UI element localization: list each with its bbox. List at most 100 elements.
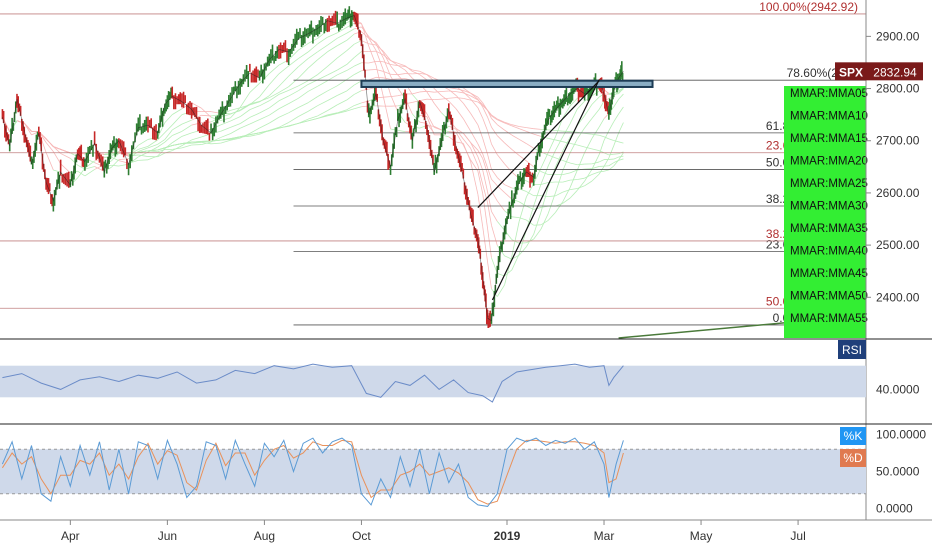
- ma-line: [618, 106, 624, 115]
- ma-line: [470, 161, 479, 195]
- ma-line: [455, 91, 464, 94]
- ma-line: [608, 121, 615, 131]
- ma-line: [164, 135, 173, 143]
- ma-line: [383, 61, 391, 65]
- ma-line: [288, 116, 299, 123]
- ma-line: [540, 165, 549, 185]
- ma-line: [526, 127, 534, 130]
- ma-line: [317, 110, 328, 117]
- ma-line: [259, 84, 270, 98]
- ma-line: [577, 180, 585, 191]
- ma-line: [249, 83, 260, 93]
- x-tick-label: Jun: [158, 529, 177, 543]
- ma-line: [307, 74, 318, 82]
- ma-line: [482, 105, 488, 111]
- ma-line: [317, 36, 328, 45]
- ma-line: [562, 105, 571, 119]
- ma-line: [497, 119, 505, 124]
- ma-line: [259, 107, 270, 114]
- ma-label: MMAR:MMA50: [790, 291, 868, 303]
- ma-line: [361, 23, 370, 39]
- ma-line: [269, 108, 280, 116]
- y-tick-label: 2500.00: [876, 238, 920, 252]
- ma-line: [477, 107, 484, 119]
- ma-line: [278, 75, 289, 87]
- ma-line: [591, 96, 600, 105]
- ma-line: [569, 188, 578, 191]
- ma-line: [412, 91, 420, 95]
- ma-line: [482, 138, 488, 155]
- ma-line: [375, 44, 384, 52]
- ma-line: [433, 103, 442, 114]
- ma-line: [482, 107, 488, 118]
- ma-line: [239, 109, 251, 117]
- ma-line: [555, 139, 563, 143]
- ma-line: [412, 113, 420, 123]
- ma-line: [172, 135, 183, 144]
- ma-line: [138, 139, 149, 146]
- ma-line: [548, 195, 556, 198]
- ma-line: [361, 26, 370, 37]
- ma-line: [569, 138, 578, 154]
- ma-line: [613, 99, 619, 108]
- ma-line: [504, 184, 513, 189]
- ma-line: [138, 159, 148, 161]
- ma-line: [562, 136, 571, 152]
- ma-line: [346, 105, 355, 111]
- ma-line: [288, 107, 299, 114]
- ma-line: [336, 64, 348, 71]
- ma-line: [70, 158, 78, 166]
- ma-line: [470, 142, 479, 157]
- ma-line: [540, 151, 549, 156]
- ma-line: [157, 152, 166, 158]
- y-tick-label: 2700.00: [876, 134, 920, 148]
- ma-line: [383, 77, 391, 80]
- ma-line: [412, 100, 420, 103]
- ma-line: [211, 142, 221, 145]
- ma-line: [482, 158, 488, 174]
- ma-line: [555, 136, 564, 151]
- ma-line: [375, 69, 384, 72]
- x-tick-label: Oct: [352, 529, 371, 543]
- ma-line: [230, 136, 241, 140]
- ma-line: [497, 118, 505, 123]
- x-tick-label: 2019: [494, 529, 521, 543]
- ma-line: [164, 124, 173, 133]
- ma-line: [346, 108, 355, 112]
- ma-line: [426, 74, 435, 79]
- ma-line: [307, 51, 319, 59]
- ma-line: [518, 201, 527, 207]
- ma-line: [397, 62, 406, 67]
- ma-label: MMAR:MMA40: [790, 246, 868, 258]
- ma-line: [181, 124, 192, 132]
- ma-line: [230, 107, 241, 119]
- ma-line: [201, 141, 212, 145]
- ma-line: [230, 127, 241, 134]
- ma-line: [584, 180, 593, 187]
- ma-line: [511, 221, 520, 257]
- ma-line: [259, 100, 270, 107]
- ma-line: [504, 121, 512, 126]
- ma-line: [455, 95, 464, 104]
- ma-line: [268, 85, 280, 97]
- ma-line: [336, 99, 348, 106]
- ma-line: [390, 95, 398, 98]
- ma-line: [278, 112, 289, 118]
- ma-line: [298, 84, 309, 92]
- ma-line: [540, 152, 549, 169]
- ma-line: [487, 228, 492, 258]
- ma-line: [147, 143, 158, 149]
- ma-line: [404, 66, 413, 71]
- ma-line: [426, 90, 435, 93]
- ma-line: [249, 100, 260, 105]
- ma-line: [191, 136, 202, 141]
- ma-line: [298, 58, 309, 67]
- ma-line: [477, 101, 483, 106]
- ma-line: [259, 130, 270, 134]
- ma-line: [317, 66, 328, 75]
- ma-line: [477, 124, 484, 139]
- ma-line: [172, 123, 183, 131]
- ma-line: [240, 135, 250, 138]
- ma-line: [157, 141, 166, 148]
